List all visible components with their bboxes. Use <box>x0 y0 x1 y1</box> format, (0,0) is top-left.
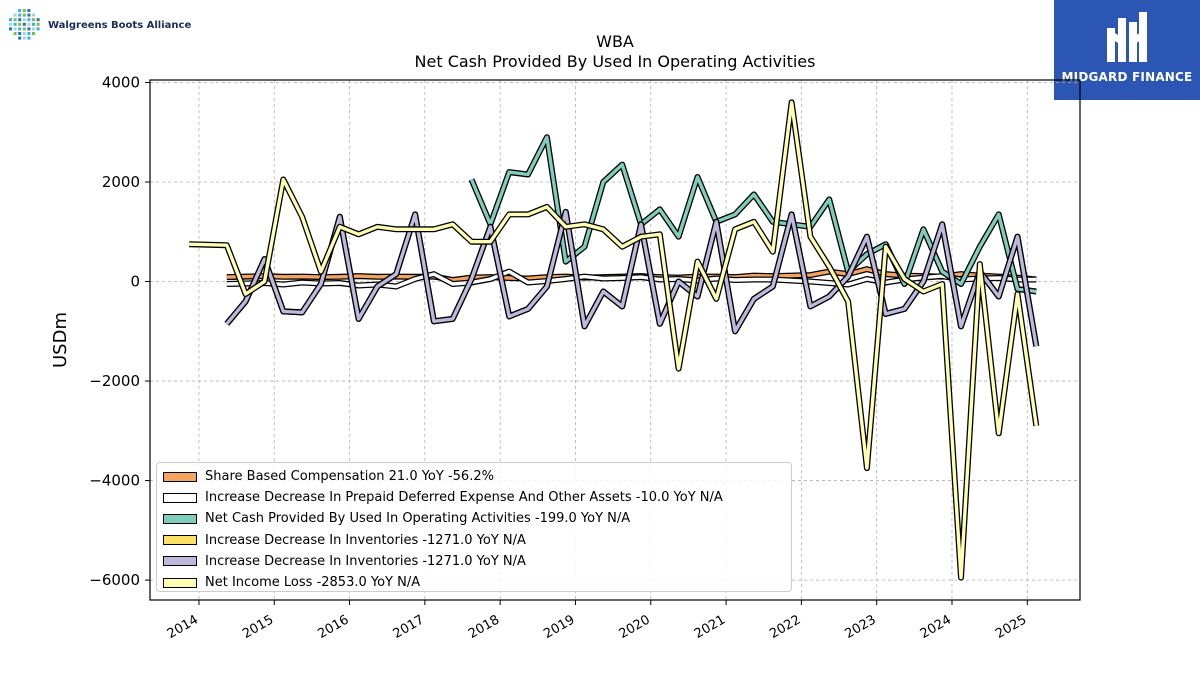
x-tick-label: 2021 <box>692 612 728 642</box>
logo-dot <box>18 22 22 26</box>
logo-dot <box>27 27 31 31</box>
legend-item: Net Income Loss -2853.0 YoY N/A <box>163 572 785 593</box>
midgard-logo-icon <box>1107 12 1147 62</box>
x-tick-label: 2022 <box>767 612 803 642</box>
logo-dot <box>13 27 17 31</box>
y-tick-label: 4000 <box>102 73 140 91</box>
legend-swatch <box>163 535 197 546</box>
logo-dot <box>13 13 17 17</box>
logo-dot <box>32 22 35 26</box>
logo-dot <box>27 9 31 12</box>
y-tick-label: −4000 <box>89 472 140 490</box>
x-tick-label: 2019 <box>541 612 577 642</box>
legend-swatch <box>163 556 197 567</box>
logo-dot <box>18 9 22 12</box>
x-tick-label: 2016 <box>315 612 351 642</box>
legend-item: Increase Decrease In Prepaid Deferred Ex… <box>163 487 785 508</box>
legend-swatch <box>163 577 197 588</box>
logo-dot <box>22 13 26 17</box>
x-tick-label: 2023 <box>843 612 879 642</box>
midgard-finance-logo: MIDGARD FINANCE <box>1054 0 1200 100</box>
logo-dot <box>32 13 35 17</box>
logo-dot <box>22 36 26 40</box>
x-tick-label: 2018 <box>466 612 502 642</box>
logo-dot <box>9 22 12 26</box>
logo-dot <box>27 22 31 26</box>
logo-dot <box>22 9 26 12</box>
legend-label: Increase Decrease In Inventories -1271.0… <box>205 532 526 548</box>
logo-dot <box>13 18 17 22</box>
legend-label: Increase Decrease In Inventories -1271.0… <box>205 553 526 569</box>
logo-dot <box>22 27 26 31</box>
series-line <box>189 100 1038 580</box>
logo-dot <box>18 18 22 22</box>
logo-dot <box>22 32 26 35</box>
legend-label: Increase Decrease In Prepaid Deferred Ex… <box>205 490 723 506</box>
plot-frame <box>149 79 1081 601</box>
chart-subtitle: Net Cash Provided By Used In Operating A… <box>414 52 816 71</box>
logo-dot <box>9 18 12 22</box>
logo-dot <box>36 18 40 22</box>
legend-swatch <box>163 471 197 482</box>
logo-dot <box>36 22 40 26</box>
legend-item: Increase Decrease In Inventories -1271.0… <box>163 530 785 551</box>
x-tick-label: 2025 <box>993 612 1029 642</box>
logo-dot <box>32 18 35 22</box>
logo-dot <box>27 36 31 40</box>
x-tick-label: 2017 <box>391 612 427 642</box>
legend-item: Increase Decrease In Inventories -1271.0… <box>163 551 785 572</box>
y-tick-label: −6000 <box>89 571 140 589</box>
logo-dot <box>18 27 22 31</box>
logo-dot <box>27 32 31 35</box>
chart-legend: Share Based Compensation 21.0 YoY -56.2%… <box>156 462 792 592</box>
logo-dot <box>22 18 26 22</box>
walgreens-logo: Walgreens Boots Alliance <box>6 6 191 44</box>
logo-dot <box>9 27 12 31</box>
legend-swatch <box>163 492 197 503</box>
legend-item: Share Based Compensation 21.0 YoY -56.2% <box>163 466 785 487</box>
x-tick-label: 2024 <box>918 612 954 642</box>
y-axis-label: USDm <box>50 312 71 368</box>
logo-dot <box>13 22 17 26</box>
y-tick-label: 0 <box>130 273 140 291</box>
logo-dot <box>18 32 22 35</box>
walgreens-logo-icon <box>9 9 40 40</box>
series-line <box>225 210 1038 347</box>
logo-dot <box>18 13 22 17</box>
series-line <box>469 135 1037 294</box>
logo-dot <box>32 32 35 35</box>
logo-dot <box>36 27 40 31</box>
legend-label: Share Based Compensation 21.0 YoY -56.2% <box>205 469 494 485</box>
legend-label: Net Income Loss -2853.0 YoY N/A <box>205 575 421 591</box>
y-tick-label: 2000 <box>102 173 140 191</box>
chart-title: WBA <box>596 32 634 51</box>
logo-dot <box>32 27 35 31</box>
x-tick-label: 2015 <box>240 612 276 642</box>
logo-dot <box>13 32 17 35</box>
legend-swatch <box>163 513 197 524</box>
logo-dot <box>27 13 31 17</box>
walgreens-logo-text: Walgreens Boots Alliance <box>48 19 192 31</box>
logo-dot <box>27 18 31 22</box>
logo-dot <box>22 22 26 26</box>
legend-item: Net Cash Provided By Used In Operating A… <box>163 508 785 529</box>
legend-label: Net Cash Provided By Used In Operating A… <box>205 511 631 527</box>
x-tick-label: 2014 <box>165 612 201 642</box>
x-tick-label: 2020 <box>617 612 653 642</box>
midgard-logo-text: MIDGARD FINANCE <box>1061 70 1193 84</box>
y-tick-label: −2000 <box>89 372 140 390</box>
logo-dot <box>18 36 22 40</box>
